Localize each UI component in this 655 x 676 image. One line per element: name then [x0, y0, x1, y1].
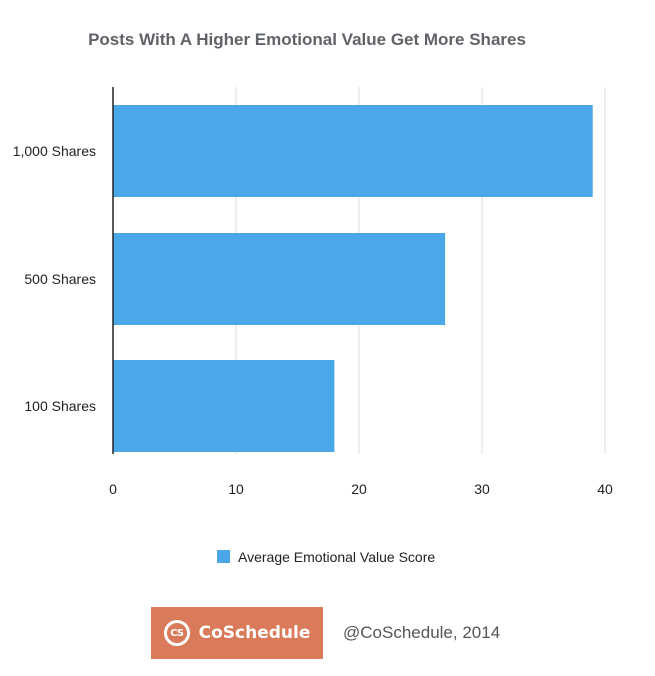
- coschedule-logo-icon: CS: [163, 620, 190, 646]
- legend-swatch: [217, 550, 230, 563]
- legend: Average Emotional Value Score: [217, 549, 435, 565]
- coschedule-logo: CS CoSchedule: [151, 607, 323, 659]
- logo-text: CoSchedule: [198, 623, 311, 643]
- x-tick-label: 30: [474, 481, 490, 497]
- footer: CS CoSchedule @CoSchedule, 2014: [151, 607, 500, 659]
- credit-text: @CoSchedule, 2014: [343, 623, 501, 642]
- chart: Posts With A Higher Emotional Value Get …: [13, 30, 613, 565]
- bar: [113, 105, 593, 197]
- x-tick-label: 40: [597, 481, 613, 497]
- chart-title: Posts With A Higher Emotional Value Get …: [88, 30, 526, 49]
- x-tick-label: 0: [109, 481, 117, 497]
- category-labels: 1,000 Shares 500 Shares 100 Shares: [13, 143, 96, 414]
- bar: [113, 360, 335, 452]
- category-label: 1,000 Shares: [13, 143, 96, 159]
- legend-label: Average Emotional Value Score: [238, 549, 435, 565]
- x-tick-labels: 0 10 20 30 40: [109, 481, 613, 497]
- x-tick-label: 10: [228, 481, 244, 497]
- bars: [113, 105, 593, 452]
- category-label: 500 Shares: [24, 271, 96, 287]
- category-label: 100 Shares: [24, 398, 96, 414]
- x-tick-label: 20: [351, 481, 367, 497]
- bar: [113, 233, 446, 325]
